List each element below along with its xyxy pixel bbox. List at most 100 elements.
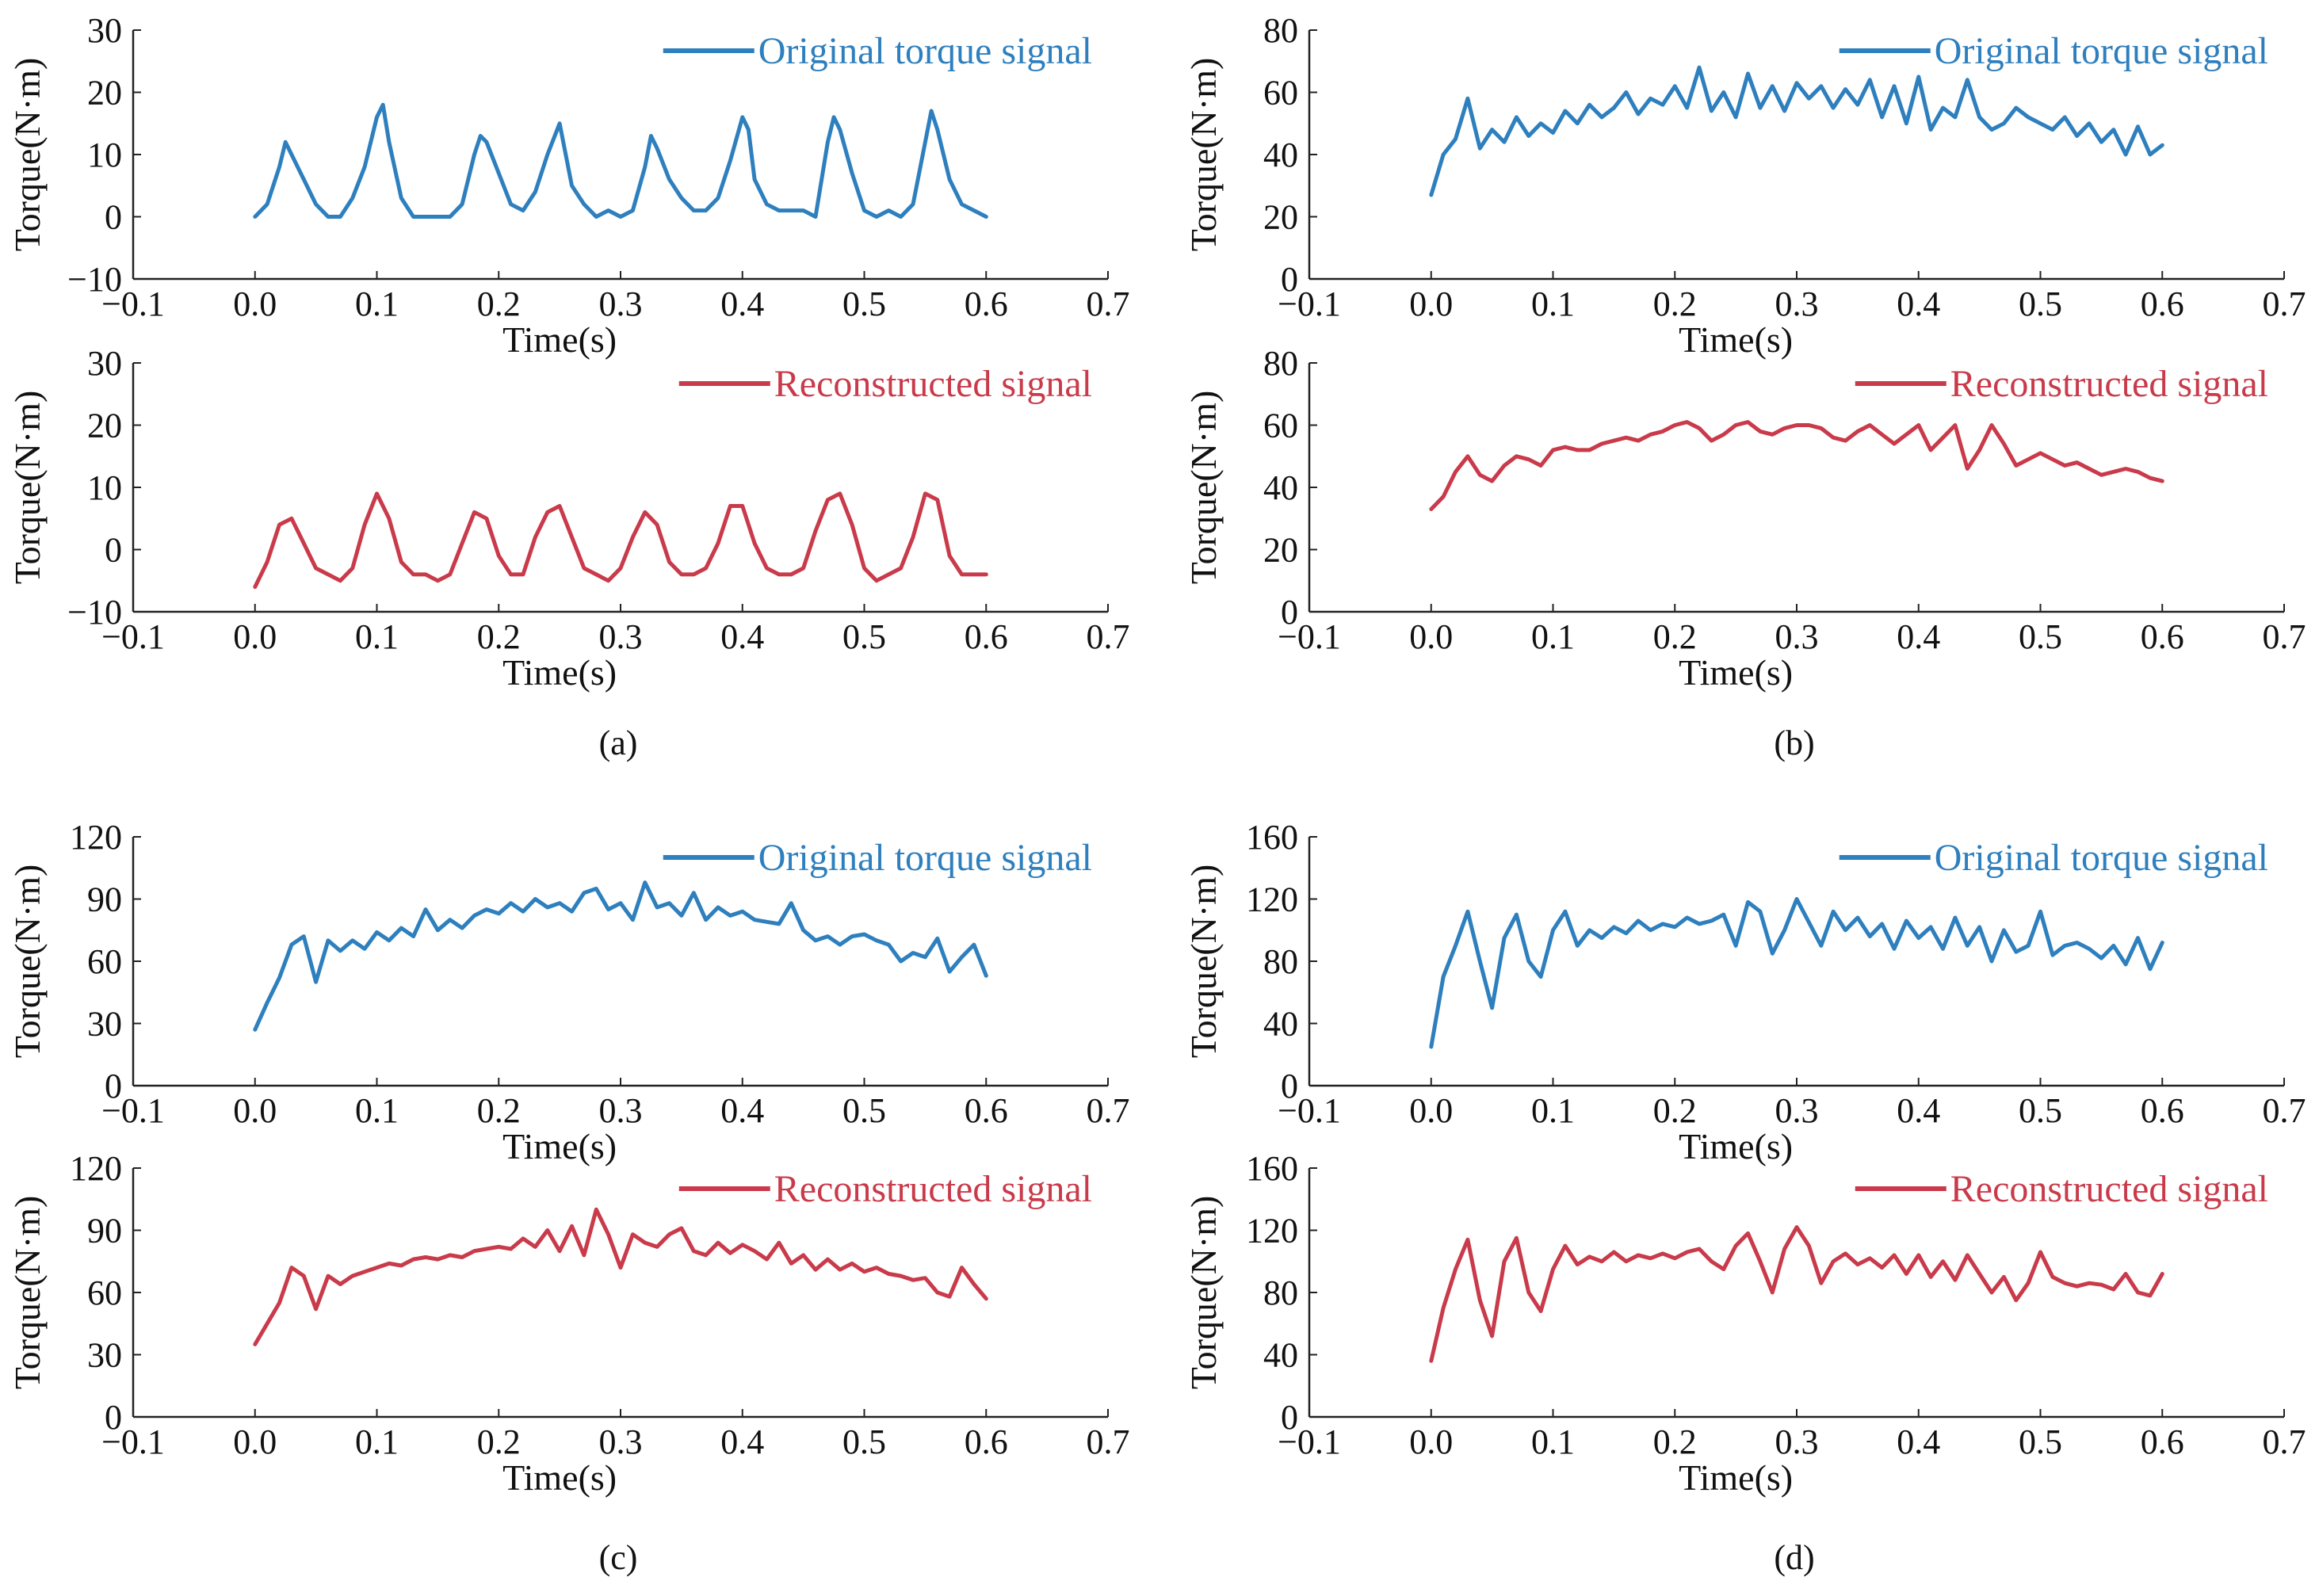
x-tick-label: 0.7 bbox=[1087, 1422, 1130, 1461]
x-tick-label: 0.0 bbox=[1409, 617, 1453, 656]
y-tick-label: 40 bbox=[1263, 1005, 1298, 1044]
x-tick-label: 0.2 bbox=[477, 1422, 521, 1461]
y-tick-label: 60 bbox=[1263, 74, 1298, 113]
y-tick-label: 40 bbox=[1263, 1336, 1298, 1375]
panel-caption-a: (a) bbox=[599, 724, 638, 762]
y-tick-label: 10 bbox=[87, 136, 122, 174]
chart-b-top: −0.1 0.0 0.1 0.2 0.3 0.4 0.5 0.6 0.7 0 20 40 60 80 Tim… bbox=[1183, 11, 2306, 360]
x-tick-label: 0.1 bbox=[355, 284, 399, 323]
x-tick-label: 0.6 bbox=[2141, 617, 2184, 656]
x-axis-title: Time(s) bbox=[502, 1457, 617, 1498]
series-line bbox=[1429, 65, 2164, 197]
x-tick-label: 0.4 bbox=[1897, 1091, 1940, 1130]
chart-a-top: −0.1 0.0 0.1 0.2 0.3 0.4 0.5 0.6 0.7 −10 0 10 20 30 Ti… bbox=[7, 11, 1130, 360]
series-line bbox=[253, 102, 988, 219]
x-tick-label: 0.0 bbox=[233, 1422, 277, 1461]
chart-d-bottom: −0.1 0.0 0.1 0.2 0.3 0.4 0.5 0.6 0.7 0 40 80 120 160 T… bbox=[1183, 1149, 2306, 1498]
chart-d-top: −0.1 0.0 0.1 0.2 0.3 0.4 0.5 0.6 0.7 0 40 80 120 160 T… bbox=[1183, 818, 2306, 1166]
x-tick-label: −0.1 bbox=[1278, 1422, 1341, 1461]
y-tick-label: 60 bbox=[87, 1273, 122, 1312]
y-tick-label: 40 bbox=[1263, 468, 1298, 507]
y-tick-label: 60 bbox=[87, 942, 122, 981]
x-tick-label: −0.1 bbox=[101, 617, 165, 656]
x-axis-title: Time(s) bbox=[1679, 1457, 1793, 1498]
y-axis-title: Torque(N·m) bbox=[1183, 865, 1224, 1059]
x-tick-label: 0.0 bbox=[1409, 1422, 1453, 1461]
legend-label: Reconstructed signal bbox=[1950, 363, 2268, 405]
x-tick-label: 0.3 bbox=[599, 1091, 643, 1130]
y-tick-label: 90 bbox=[87, 880, 122, 919]
legend: Reconstructed signal bbox=[1855, 1168, 2268, 1210]
y-tick-label: 40 bbox=[1263, 136, 1298, 174]
series-line bbox=[253, 880, 988, 1032]
x-tick-label: 0.3 bbox=[599, 1422, 643, 1461]
y-tick-label: −10 bbox=[67, 260, 122, 299]
y-axis-title: Torque(N·m) bbox=[1183, 391, 1224, 585]
y-tick-label: 80 bbox=[1263, 344, 1298, 383]
x-tick-label: 0.5 bbox=[842, 617, 886, 656]
x-axis-title: Time(s) bbox=[502, 1126, 617, 1166]
y-tick-label: 20 bbox=[1263, 198, 1298, 237]
y-axis-title: Torque(N·m) bbox=[1183, 58, 1224, 252]
legend-label: Original torque signal bbox=[1935, 30, 2268, 72]
y-tick-label: 160 bbox=[1246, 818, 1298, 857]
x-tick-label: 0.1 bbox=[355, 617, 399, 656]
series-line bbox=[253, 1207, 988, 1346]
x-tick-label: 0.6 bbox=[965, 617, 1008, 656]
x-tick-label: 0.4 bbox=[1897, 617, 1940, 656]
y-tick-label: 0 bbox=[1281, 1398, 1298, 1437]
x-tick-label: 0.3 bbox=[1775, 1422, 1819, 1461]
y-tick-label: 20 bbox=[87, 74, 122, 113]
x-tick-label: −0.1 bbox=[1278, 1091, 1341, 1130]
y-tick-label: −10 bbox=[67, 593, 122, 632]
legend-label: Reconstructed signal bbox=[1950, 1168, 2268, 1210]
x-tick-label: 0.3 bbox=[599, 284, 643, 323]
y-tick-label: 90 bbox=[87, 1212, 122, 1250]
panel-caption-c: (c) bbox=[599, 1538, 638, 1577]
x-tick-label: 0.4 bbox=[720, 617, 764, 656]
x-axis-title: Time(s) bbox=[1679, 652, 1793, 693]
x-tick-label: 0.6 bbox=[965, 1091, 1008, 1130]
x-tick-label: 0.2 bbox=[477, 617, 521, 656]
legend: Original torque signal bbox=[663, 837, 1092, 879]
x-tick-label: 0.2 bbox=[1653, 284, 1697, 323]
y-tick-label: 120 bbox=[70, 1149, 122, 1188]
x-tick-label: 0.6 bbox=[2141, 1422, 2184, 1461]
y-tick-label: 80 bbox=[1263, 942, 1298, 981]
x-axis-title: Time(s) bbox=[502, 652, 617, 693]
x-tick-label: 0.1 bbox=[355, 1422, 399, 1461]
y-tick-label: 30 bbox=[87, 344, 122, 383]
legend-label: Reconstructed signal bbox=[774, 1168, 1092, 1210]
x-tick-label: 0.5 bbox=[842, 284, 886, 323]
x-tick-label: 0.0 bbox=[233, 1091, 277, 1130]
x-tick-label: 0.5 bbox=[2019, 1091, 2062, 1130]
y-tick-label: 30 bbox=[87, 1336, 122, 1375]
y-tick-label: 0 bbox=[1281, 260, 1298, 299]
x-tick-label: 0.2 bbox=[1653, 617, 1697, 656]
legend: Original torque signal bbox=[1839, 30, 2268, 72]
chart-c-bottom: −0.1 0.0 0.1 0.2 0.3 0.4 0.5 0.6 0.7 0 30 60 90 120 Ti… bbox=[7, 1149, 1130, 1498]
x-tick-label: 0.7 bbox=[1087, 617, 1130, 656]
x-tick-label: −0.1 bbox=[1278, 617, 1341, 656]
y-tick-label: 0 bbox=[105, 198, 122, 237]
y-tick-label: 80 bbox=[1263, 11, 1298, 50]
x-tick-label: 0.3 bbox=[1775, 617, 1819, 656]
legend: Reconstructed signal bbox=[678, 363, 1092, 405]
x-tick-label: 0.4 bbox=[720, 284, 764, 323]
x-tick-label: 0.4 bbox=[1897, 1422, 1940, 1461]
legend: Original torque signal bbox=[1839, 837, 2268, 879]
x-tick-label: 0.3 bbox=[1775, 1091, 1819, 1130]
x-tick-label: 0.5 bbox=[842, 1422, 886, 1461]
legend-label: Original torque signal bbox=[758, 837, 1092, 879]
series-line bbox=[1429, 897, 2164, 1049]
x-tick-label: 0.6 bbox=[2141, 1091, 2184, 1130]
y-axis-title: Torque(N·m) bbox=[7, 1196, 48, 1390]
x-tick-label: 0.2 bbox=[1653, 1091, 1697, 1130]
y-tick-label: 0 bbox=[1281, 1067, 1298, 1105]
legend-label: Reconstructed signal bbox=[774, 363, 1092, 405]
y-tick-label: 120 bbox=[1246, 880, 1298, 919]
x-axis-title: Time(s) bbox=[502, 319, 617, 360]
x-tick-label: 0.5 bbox=[2019, 617, 2062, 656]
x-tick-label: 0.1 bbox=[1531, 1422, 1575, 1461]
